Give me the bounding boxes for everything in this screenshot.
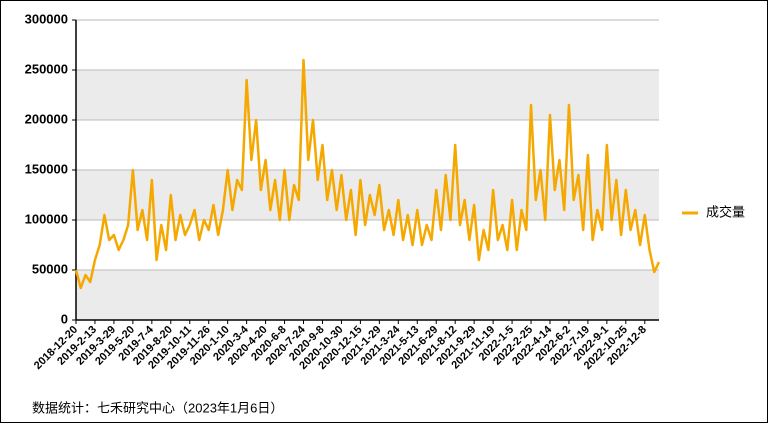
y-tick-label: 100000 (25, 211, 68, 226)
source-note: 数据统计：七禾研究中心（2023年1月6日） (32, 400, 283, 415)
y-tick-label: 250000 (25, 61, 68, 76)
y-tick-label: 0 (61, 311, 68, 326)
band (76, 270, 659, 320)
y-tick-label: 150000 (25, 161, 68, 176)
series-line (74, 58, 661, 290)
y-tick-label: 50000 (32, 261, 68, 276)
band (76, 70, 659, 120)
y-tick-label: 300000 (25, 11, 68, 26)
y-tick-label: 200000 (25, 111, 68, 126)
legend-label: 成交量 (706, 204, 745, 219)
